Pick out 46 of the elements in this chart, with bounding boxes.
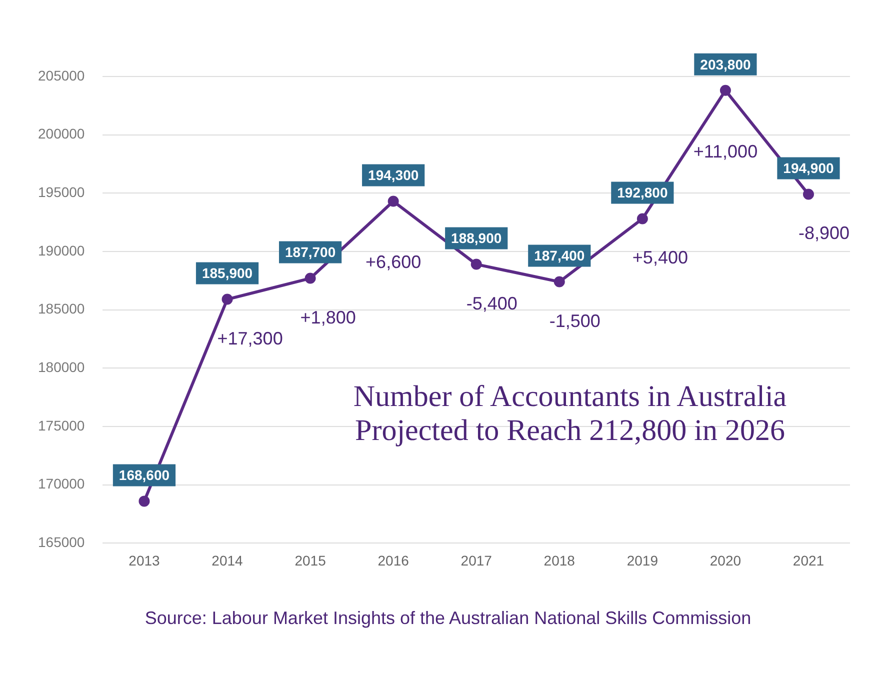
point xyxy=(720,84,731,96)
point xyxy=(304,272,316,284)
data-label: 203,800 xyxy=(700,56,751,72)
point xyxy=(554,276,565,288)
x-tick-label: 2013 xyxy=(128,552,160,568)
y-tick-label: 175000 xyxy=(38,417,85,434)
x-tick-label: 2020 xyxy=(710,552,742,568)
annotation: -5,400 xyxy=(466,293,518,314)
x-tick-label: 2015 xyxy=(294,552,326,568)
y-tick-label: 190000 xyxy=(38,242,85,258)
data-label: 168,600 xyxy=(118,467,170,484)
point xyxy=(388,196,399,207)
annotation: +6,600 xyxy=(366,252,422,272)
x-tick-label: 2019 xyxy=(626,552,658,568)
data-label: 187,400 xyxy=(534,248,585,264)
annotation: +5,400 xyxy=(632,248,688,268)
data-label: 192,800 xyxy=(617,184,668,201)
data-label: 185,900 xyxy=(202,265,253,282)
y-tick-label: 165000 xyxy=(38,534,85,550)
x-tick-label: 2021 xyxy=(792,552,824,568)
annotation: +1,800 xyxy=(300,307,356,328)
annotation: +11,000 xyxy=(693,141,758,162)
point xyxy=(636,213,648,224)
y-tick-label: 195000 xyxy=(38,184,85,200)
data-label: 188,900 xyxy=(451,230,502,246)
data-label: 194,300 xyxy=(368,167,419,184)
x-tick-label: 2016 xyxy=(378,552,410,568)
y-tick-label: 200000 xyxy=(38,126,85,142)
point xyxy=(222,294,233,305)
annotation: -1,500 xyxy=(549,310,600,331)
text: Number of Accountants in Australia Projected to Reach 212,800 in 2026 xyxy=(352,380,788,448)
data-label: 194,900 xyxy=(783,160,834,176)
point xyxy=(138,496,150,507)
y-tick-label: 205000 xyxy=(38,67,85,84)
x-tick-label: 2017 xyxy=(460,552,492,568)
data-label: 187,700 xyxy=(284,244,336,260)
y-tick-label: 170000 xyxy=(38,476,85,492)
annotation: -8,900 xyxy=(798,223,850,244)
point xyxy=(470,258,482,270)
y-tick-label: 185000 xyxy=(38,300,85,317)
annotation: +17,300 xyxy=(217,328,283,348)
x-tick-label: 2014 xyxy=(212,552,244,568)
source-note: Source: Labour Market Insights of the Australian National Skills Commission xyxy=(144,608,752,629)
point xyxy=(802,188,814,200)
y-tick-label: 180000 xyxy=(38,359,85,376)
x-tick-label: 2018 xyxy=(544,552,576,568)
